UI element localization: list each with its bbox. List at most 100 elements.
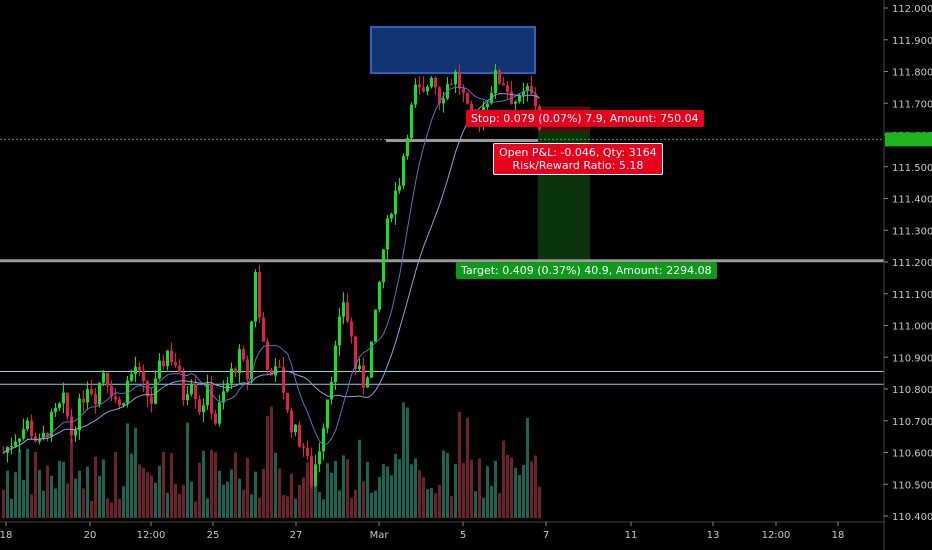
volume-bar [122, 486, 125, 518]
candle-body [94, 394, 97, 405]
volume-bar [202, 450, 205, 518]
candle-body [158, 360, 161, 379]
y-tick-label: 110.9000 [892, 353, 932, 364]
volume-bar [490, 485, 493, 518]
volume-bar [190, 481, 193, 518]
candle-body [54, 407, 57, 413]
volume-bar [378, 476, 381, 518]
volume-bar [318, 491, 321, 518]
candle-body [322, 428, 325, 452]
volume-bar [82, 488, 85, 518]
volume-bar [86, 466, 89, 518]
volume-bar [110, 502, 113, 518]
volume-bar [374, 490, 377, 518]
volume-bar [266, 416, 269, 518]
volume-bar [398, 459, 401, 518]
volume-bar [274, 452, 277, 518]
volume-bar [382, 464, 385, 518]
volume-bar [510, 457, 513, 518]
volume-bar [522, 464, 525, 518]
candle-body [182, 371, 185, 401]
volume-bar [486, 466, 489, 518]
volume-bar [478, 458, 481, 518]
volume-bar [442, 450, 445, 518]
candle-body [186, 394, 189, 401]
open-pl-label: Open P&L: -0.046, Qty: 3164 Risk/Reward … [493, 143, 663, 175]
candle-body [258, 271, 261, 318]
volume-bar [186, 422, 189, 518]
candle-body [346, 302, 349, 322]
candle-body [146, 381, 149, 397]
volume-bar [26, 448, 29, 518]
volume-bar [222, 484, 225, 518]
volume-bar [10, 498, 13, 518]
volume-bar [306, 462, 309, 518]
y-tick-label: 112.0000 [892, 4, 932, 15]
volume-bar [498, 493, 501, 518]
y-tick-label: 111.3000 [892, 226, 932, 237]
candle-body [498, 70, 501, 84]
volume-bar [330, 472, 333, 518]
volume-bar [62, 461, 65, 518]
candle-body [202, 405, 205, 413]
candle-body [518, 95, 521, 102]
volume-bar [38, 469, 41, 518]
volume-bar [466, 417, 469, 518]
candle-body [58, 403, 61, 408]
candle-body [382, 249, 385, 283]
volume-bar [310, 469, 313, 518]
volume-bar [114, 451, 117, 518]
volume-bar [14, 472, 17, 518]
candle-body [430, 77, 433, 87]
candle-body [486, 103, 489, 107]
volume-bar [178, 494, 181, 518]
y-tick-label: 111.4000 [892, 195, 932, 206]
reference-lines [0, 138, 884, 385]
candle-body [198, 399, 201, 413]
volume-bar [454, 463, 457, 518]
volume-bar [154, 482, 157, 518]
candle-body [90, 389, 93, 395]
x-tick-label: 11 [625, 530, 638, 541]
candle-body [414, 84, 417, 105]
volume-bar [302, 477, 305, 518]
volume-bar [458, 411, 461, 518]
volume-bar [286, 496, 289, 518]
candle-body [422, 87, 425, 92]
candle-body [150, 396, 153, 404]
volume-bar [418, 470, 421, 518]
candle-body [86, 389, 89, 403]
volume-bar [530, 461, 533, 518]
volume-bar [242, 489, 245, 518]
candle-body [122, 403, 125, 406]
candle-body [2, 452, 5, 454]
x-tick-label: 27 [290, 530, 303, 541]
volume-bar [2, 489, 5, 518]
x-tick-label: 20 [84, 530, 97, 541]
candle-body [218, 402, 221, 424]
volume-bar [338, 490, 341, 518]
volume-bar [70, 438, 73, 518]
candle-body [502, 83, 505, 86]
volume-bar [298, 484, 301, 518]
candle-body [318, 451, 321, 465]
candle-body [294, 425, 297, 433]
y-tick-label: 111.2000 [892, 258, 932, 269]
volume-bar [198, 462, 201, 518]
candle-body [234, 368, 237, 374]
volume-bar [90, 500, 93, 518]
candle-body [210, 383, 213, 414]
candle-body [338, 316, 341, 346]
candle-body [358, 365, 361, 370]
candle-body [522, 91, 525, 96]
candle-body [270, 369, 273, 376]
volume-bar [386, 466, 389, 518]
candle-body [306, 447, 309, 457]
volume-bar [362, 481, 365, 518]
candle-body [386, 218, 389, 250]
volume-bar [430, 487, 433, 518]
candle-body [18, 438, 21, 442]
x-tick-label: 12:00 [137, 530, 166, 541]
candle-body [254, 271, 257, 322]
